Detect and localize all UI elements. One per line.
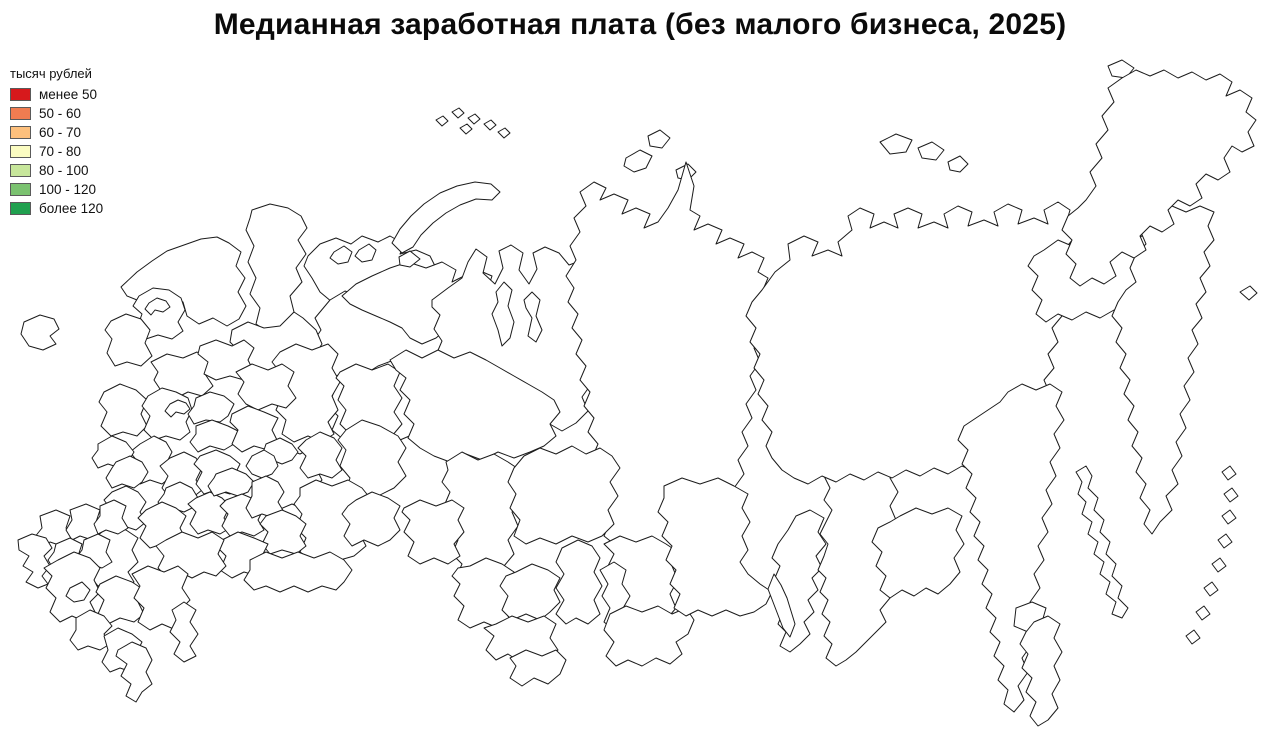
region-kurgan — [401, 499, 465, 565]
taz-bay — [523, 291, 543, 343]
region-novaya-zemlya — [391, 181, 501, 254]
region-new-siberian-islands — [947, 155, 969, 173]
legend-item-label: 50 - 60 — [39, 106, 82, 121]
region-new-siberian-islands — [917, 141, 945, 161]
region-franz-josef-land — [483, 119, 497, 131]
legend-items: менее 50 50 - 60 60 - 70 70 - 80 80 - 100 100… — [10, 85, 103, 218]
legend-item-label: 70 - 80 — [39, 144, 82, 159]
region-astrakhan — [169, 601, 199, 663]
region-irkutsk — [657, 477, 773, 617]
region-kurils — [1203, 581, 1219, 597]
legend-title: тысяч рублей — [10, 66, 92, 81]
region-stavropol — [95, 575, 145, 625]
region-franz-josef-land — [467, 113, 481, 125]
legend: тысяч рублей менее 50 50 - 60 60 - 70 70 - … — [10, 66, 103, 218]
region-chuvashia — [245, 449, 279, 479]
legend-swatch — [10, 202, 31, 215]
region-kamchatka — [1111, 205, 1215, 535]
region-no-data — [93, 499, 129, 535]
legend-item: 70 - 80 — [10, 142, 103, 161]
region-kurils — [1221, 465, 1237, 481]
region-tver — [150, 351, 214, 399]
region-commander-islands — [1239, 285, 1258, 301]
region-kurils — [1195, 605, 1211, 621]
region-franz-josef-land — [497, 127, 511, 139]
region-adygea — [65, 581, 91, 603]
region-franz-josef-land — [451, 107, 465, 119]
region-udmurtia — [297, 431, 343, 479]
region-crimea — [17, 533, 53, 589]
ob-bay — [491, 281, 515, 347]
region-primorsky — [1019, 615, 1063, 727]
legend-swatch — [10, 88, 31, 101]
region-severnaya-zemlya — [623, 149, 653, 173]
region-pskov — [104, 313, 153, 367]
region-samara — [259, 509, 307, 555]
region-novaya-zemlya-south — [398, 250, 421, 268]
region-petersburg — [144, 297, 171, 316]
region-karelia — [245, 203, 308, 333]
region-franz-josef-land — [459, 123, 473, 135]
region-tambov — [187, 491, 231, 535]
region-oryol — [105, 455, 149, 489]
legend-swatch — [10, 145, 31, 158]
legend-item-label: 60 - 70 — [39, 125, 82, 140]
lake-baikal — [767, 573, 796, 638]
region-kurils — [1221, 509, 1237, 525]
region-chelyabinsk — [341, 491, 401, 547]
region-khabarovsk — [957, 383, 1065, 713]
region-ivanovo — [187, 391, 235, 425]
region-vaygach-island — [354, 243, 377, 263]
region-chukotka — [1061, 69, 1257, 287]
legend-item: 60 - 70 — [10, 123, 103, 142]
region-buryatia — [771, 509, 827, 653]
legend-swatch — [10, 107, 31, 120]
legend-item: более 120 — [10, 199, 103, 218]
region-smolensk — [98, 383, 148, 437]
region-volgograd — [155, 531, 227, 579]
legend-item-label: более 120 — [39, 201, 104, 216]
region-franz-josef-land — [435, 115, 449, 127]
region-kurils — [1217, 533, 1233, 549]
region-kostroma — [235, 363, 297, 411]
region-kaliningrad — [20, 314, 60, 351]
legend-swatch — [10, 183, 31, 196]
legend-item: 100 - 120 — [10, 180, 103, 199]
legend-item-label: 100 - 120 — [39, 182, 97, 197]
region-moscow-city — [164, 399, 191, 418]
region-sverdlovsk — [337, 419, 407, 501]
legend-swatch — [10, 164, 31, 177]
region-amur — [871, 507, 965, 599]
legend-item: 50 - 60 — [10, 104, 103, 123]
region-zabaykalsky — [817, 447, 899, 667]
region-severnaya-zemlya — [647, 129, 671, 149]
region-tyva — [603, 605, 695, 667]
region-kurils — [1185, 629, 1201, 645]
region-dagestan — [115, 641, 153, 703]
legend-item-label: 80 - 100 — [39, 163, 89, 178]
region-new-siberian-islands — [879, 133, 913, 155]
region-kolguev-island — [329, 245, 353, 265]
region-altai-republic — [509, 649, 567, 687]
region-kurils — [1211, 557, 1227, 573]
region-tomsk — [507, 445, 621, 545]
region-sakhalin — [1075, 465, 1129, 619]
legend-item-label: менее 50 — [39, 87, 98, 102]
legend-item: менее 50 — [10, 85, 103, 104]
region-omsk — [451, 557, 515, 629]
region-orenburg — [243, 551, 353, 593]
legend-swatch — [10, 126, 31, 139]
region-kabardino-balkaria — [69, 609, 113, 651]
page-title: Медианная заработная плата (без малого б… — [213, 8, 1067, 41]
legend-item: 80 - 100 — [10, 161, 103, 180]
region-kemerovo — [555, 539, 603, 625]
region-kurils — [1223, 487, 1239, 503]
region-vladimir — [189, 419, 241, 453]
